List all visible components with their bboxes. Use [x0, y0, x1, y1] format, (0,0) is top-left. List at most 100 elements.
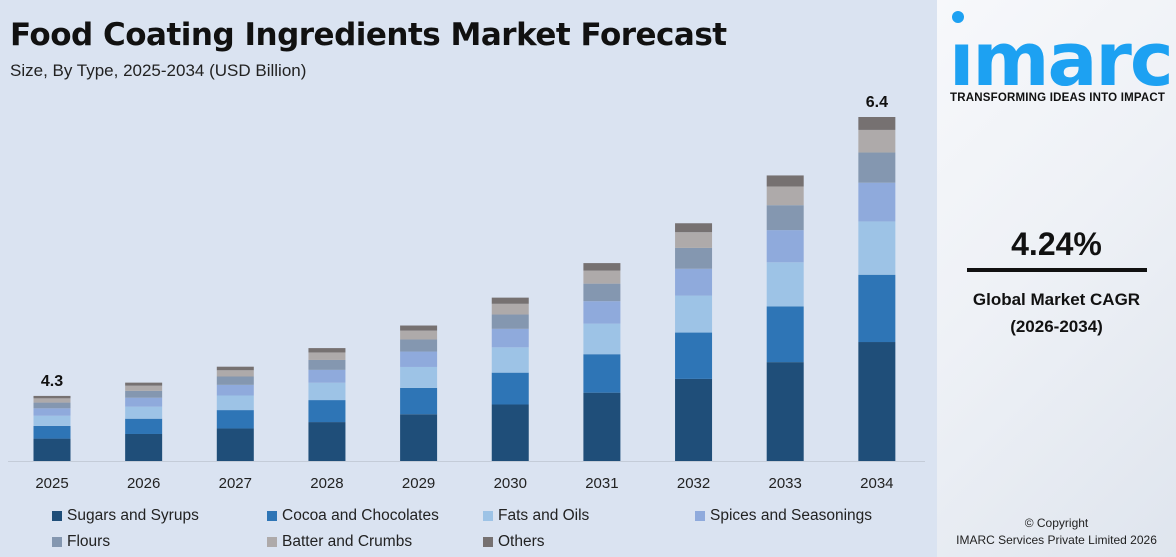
bar-segment: [766, 306, 804, 363]
x-tick-label: 2027: [219, 475, 252, 492]
bar-segment: [491, 347, 529, 373]
bar-segment: [33, 395, 71, 399]
bar-segment: [400, 414, 438, 461]
company-name: IMARC Services Private Limited 2026: [956, 533, 1157, 547]
legend-label: Fats and Oils: [498, 507, 590, 524]
bar-segment: [125, 418, 163, 434]
bar-segment: [675, 268, 713, 296]
side-panel: ımarc TRANSFORMING IDEAS INTO IMPACT 4.2…: [937, 0, 1176, 557]
bar-segment: [491, 328, 529, 348]
bar-segment: [125, 397, 163, 407]
legend-label: Others: [498, 533, 545, 550]
x-tick-label: 2029: [402, 475, 435, 492]
bar-segment: [858, 274, 896, 343]
legend-item: Spices and Seasonings: [695, 507, 872, 525]
legend-label: Flours: [67, 533, 111, 550]
bar-segment: [675, 247, 713, 269]
bar-segment: [583, 354, 621, 393]
bar-segment: [766, 230, 804, 263]
bar-segment: [766, 175, 804, 187]
x-tick-label: 2033: [769, 475, 802, 492]
bar-segment: [400, 351, 438, 367]
legend-swatch: [695, 511, 705, 521]
bar-segment: [675, 223, 713, 233]
legend-swatch: [483, 511, 493, 521]
legend-item: Cocoa and Chocolates: [267, 507, 439, 525]
bar-segment: [216, 376, 254, 385]
x-tick-label: 2030: [494, 475, 527, 492]
bar-segment: [216, 410, 254, 429]
bar-segment: [583, 323, 621, 355]
bar-segment: [125, 385, 163, 391]
bar-segment: [400, 330, 438, 340]
bar-segment: [858, 221, 896, 275]
bar-segment: [308, 382, 346, 401]
x-tick-label: 2031: [585, 475, 618, 492]
legend-item: Batter and Crumbs: [267, 533, 412, 551]
legend-label: Cocoa and Chocolates: [282, 507, 439, 524]
bar-segment: [858, 182, 896, 222]
bar-segment: [308, 352, 346, 360]
copyright-text: © Copyright: [1024, 516, 1089, 530]
bar-segment: [308, 348, 346, 353]
bar-segment: [675, 295, 713, 333]
bar-segment: [491, 372, 529, 405]
bar-segment: [216, 428, 254, 461]
legend-item: Others: [483, 533, 545, 551]
bar-segment: [308, 422, 346, 461]
bar-segment: [125, 433, 163, 461]
bar-segment: [766, 262, 804, 307]
bar-segment: [33, 398, 71, 403]
chart-title: Food Coating Ingredients Market Forecast: [10, 17, 727, 53]
bar-segment: [491, 303, 529, 315]
imarc-logo: ımarc: [949, 11, 1174, 90]
x-tick-label: 2025: [35, 475, 68, 492]
bar-segment: [766, 186, 804, 206]
bar-segment: [33, 408, 71, 416]
legend-swatch: [52, 537, 62, 547]
bar-segment: [583, 270, 621, 284]
bar-segment: [491, 404, 529, 461]
bar-segment: [125, 382, 163, 386]
legend-swatch: [267, 511, 277, 521]
legend-item: Sugars and Syrups: [52, 507, 199, 525]
bar-segment: [766, 205, 804, 231]
legend-swatch: [52, 511, 62, 521]
bar-segment: [216, 366, 254, 371]
bar-segment: [675, 232, 713, 248]
legend-label: Sugars and Syrups: [67, 507, 199, 524]
x-tick-label: 2032: [677, 475, 710, 492]
legend-swatch: [483, 537, 493, 547]
bar-segment: [308, 400, 346, 423]
legend-item: Fats and Oils: [483, 507, 589, 525]
bar-segment: [125, 390, 163, 398]
bar-segment: [400, 325, 438, 331]
x-tick-label: 2034: [860, 475, 893, 492]
bar-segment: [33, 425, 71, 439]
stacked-bar-chart: 2025 4.3 2026 2027 2028 2029 2030 2031 2032 2033 2…: [8, 94, 925, 492]
cagr-label-text: Global Market CAGR: [972, 290, 1141, 309]
bar-segment: [33, 438, 71, 461]
bar-segment: [583, 301, 621, 324]
bar-segment: [858, 129, 896, 153]
chart-subtitle: Size, By Type, 2025-2034 (USD Billion): [10, 61, 307, 80]
bar-segment: [400, 339, 438, 352]
total-label: 6.4: [866, 94, 888, 111]
bar-segment: [858, 117, 896, 130]
bar-segment: [491, 297, 529, 304]
tagline: TRANSFORMING IDEAS INTO IMPACT: [950, 92, 1166, 104]
legend-label: Spices and Seasonings: [710, 507, 873, 524]
legend-swatch: [267, 537, 277, 547]
x-tick-label: 2028: [310, 475, 343, 492]
total-label: 4.3: [41, 373, 63, 390]
bar-segment: [216, 395, 254, 411]
bar-segment: [308, 369, 346, 383]
bar-segment: [216, 384, 254, 396]
bar-segment: [125, 406, 163, 419]
copyright: © Copyright IMARC Services Private Limit…: [937, 515, 1176, 549]
bar-segment: [400, 387, 438, 415]
bar-segment: [33, 415, 71, 426]
cagr-period: (2026-2034): [1010, 317, 1103, 336]
legend-label: Batter and Crumbs: [282, 533, 413, 550]
bar-segment: [675, 378, 713, 461]
